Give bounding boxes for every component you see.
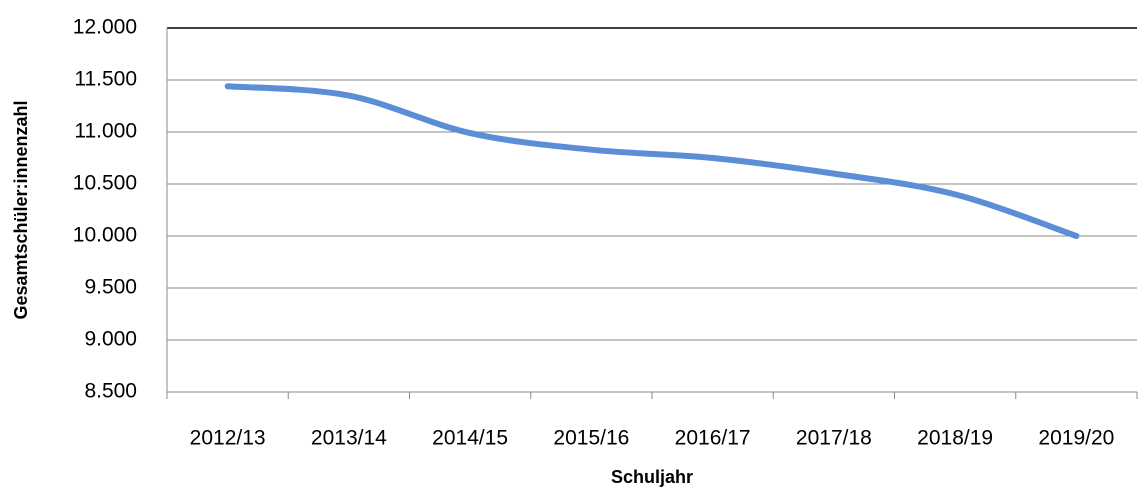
- data-line: [224, 83, 1080, 239]
- y-tick-label: 11.500: [74, 68, 137, 91]
- y-tick-label: 10.000: [73, 224, 137, 247]
- y-axis-title: Gesamtschüler:innenzahl: [11, 100, 31, 319]
- x-axis-title: Schuljahr: [611, 467, 693, 487]
- y-tick-label: 8.500: [84, 380, 137, 403]
- x-tick-label: 2014/15: [432, 427, 508, 450]
- y-tick-label: 10.500: [73, 172, 137, 195]
- x-tick-label: 2013/14: [311, 427, 387, 450]
- y-tick-label: 9.000: [84, 328, 137, 351]
- x-tick-label: 2012/13: [190, 427, 266, 450]
- x-tick-label: 2018/19: [917, 427, 993, 450]
- x-tick-label: 2017/18: [796, 427, 872, 450]
- x-tick-label: 2019/20: [1038, 427, 1114, 450]
- y-tick-label: 12.000: [73, 16, 137, 39]
- x-tick-label: 2015/16: [553, 427, 629, 450]
- x-tick-label: 2016/17: [675, 427, 751, 450]
- y-tick-label: 9.500: [84, 276, 137, 299]
- y-tick-label: 11.000: [74, 120, 137, 143]
